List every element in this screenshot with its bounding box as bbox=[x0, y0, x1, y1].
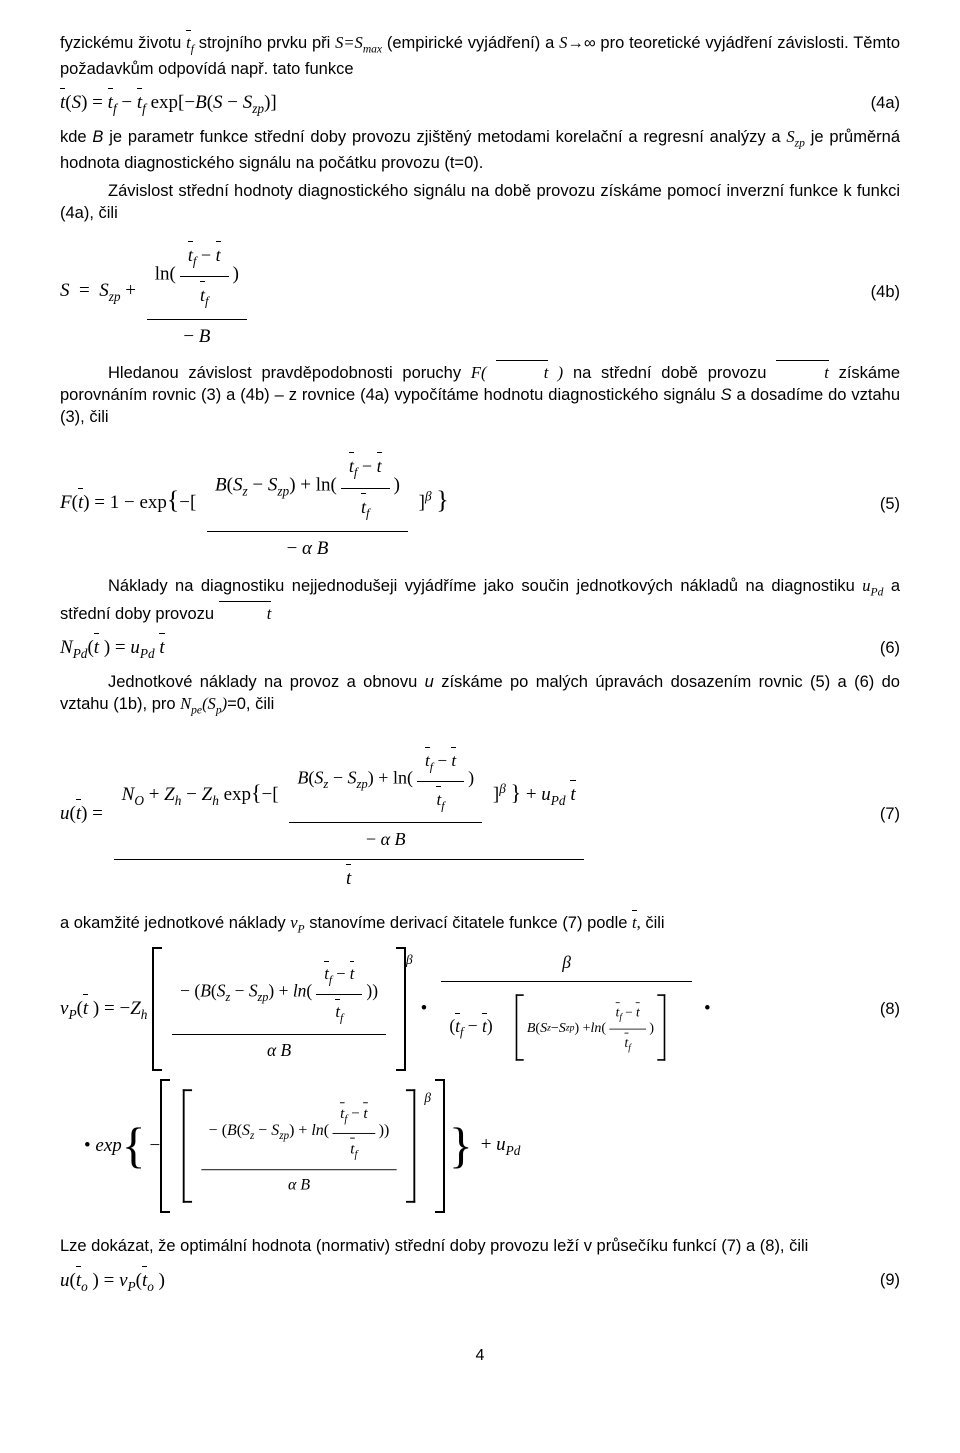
equation-4b-row: S = Szp + ln(tf − ttf) − B (4b) bbox=[60, 233, 900, 352]
paragraph-8: Lze dokázat, že optimální hodnota (norma… bbox=[60, 1235, 900, 1257]
equation-9-number: (9) bbox=[840, 1269, 900, 1291]
page-number: 4 bbox=[60, 1345, 900, 1367]
equation-8-line2-row: • exp { − − (B(Sz bbox=[60, 1079, 900, 1213]
equation-8-line1: vP(t ) = −Zh − (B(Sz − Szp) + ln(tf − tt… bbox=[60, 947, 840, 1071]
paragraph-5: Náklady na diagnostiku nejjednodušeji vy… bbox=[60, 575, 900, 625]
paragraph-1: fyzickému životu tf strojního prvku při … bbox=[60, 30, 900, 80]
equation-6: NPd(t ) = uPd t bbox=[60, 637, 165, 658]
paragraph-4: Hledanou závislost pravděpodobnosti poru… bbox=[60, 360, 900, 429]
equation-9-row: u(to ) = vP(to ) (9) bbox=[60, 1266, 900, 1296]
equation-5-row: F(t) = 1 − exp{−[ B(Sz − Szp) + ln(tf − … bbox=[60, 444, 900, 563]
equation-6-row: NPd(t ) = uPd t (6) bbox=[60, 633, 900, 663]
equation-4a-number: (4a) bbox=[840, 92, 900, 114]
equation-5-number: (5) bbox=[840, 493, 900, 515]
equation-8-row: vP(t ) = −Zh − (B(Sz − Szp) + ln(tf − tt… bbox=[60, 947, 900, 1071]
page: fyzickému životu tf strojního prvku při … bbox=[0, 0, 960, 1407]
equation-6-number: (6) bbox=[840, 637, 900, 659]
equation-7-number: (7) bbox=[840, 803, 900, 825]
equation-8-line2: • exp { − − (B(Sz bbox=[60, 1079, 840, 1213]
equation-4a-row: t(S) = tf − tf exp[−B(S − Szp)] (4a) bbox=[60, 88, 900, 118]
equation-8-number: (8) bbox=[840, 998, 900, 1020]
paragraph-2: kde B je parametr funkce střední doby pr… bbox=[60, 126, 900, 174]
equation-9: u(to ) = vP(to ) bbox=[60, 1270, 165, 1291]
equation-4a: t(S) = tf − tf exp[−B(S − Szp)] bbox=[60, 92, 277, 113]
paragraph-3: Závislost střední hodnoty diagnostického… bbox=[60, 180, 900, 225]
equation-4b: S = Szp + ln(tf − ttf) − B bbox=[60, 280, 253, 301]
equation-7: u(t) = NO + Zh − Zh exp{−[ B(Sz − Szp) +… bbox=[60, 803, 590, 824]
equation-7-row: u(t) = NO + Zh − Zh exp{−[ B(Sz − Szp) +… bbox=[60, 735, 900, 893]
equation-5: F(t) = 1 − exp{−[ B(Sz − Szp) + ln(tf − … bbox=[60, 492, 449, 513]
paragraph-6: Jednotkové náklady na provoz a obnovu u … bbox=[60, 671, 900, 719]
equation-4b-number: (4b) bbox=[840, 281, 900, 303]
paragraph-7: a okamžité jednotkové náklady vP stanoví… bbox=[60, 910, 900, 938]
